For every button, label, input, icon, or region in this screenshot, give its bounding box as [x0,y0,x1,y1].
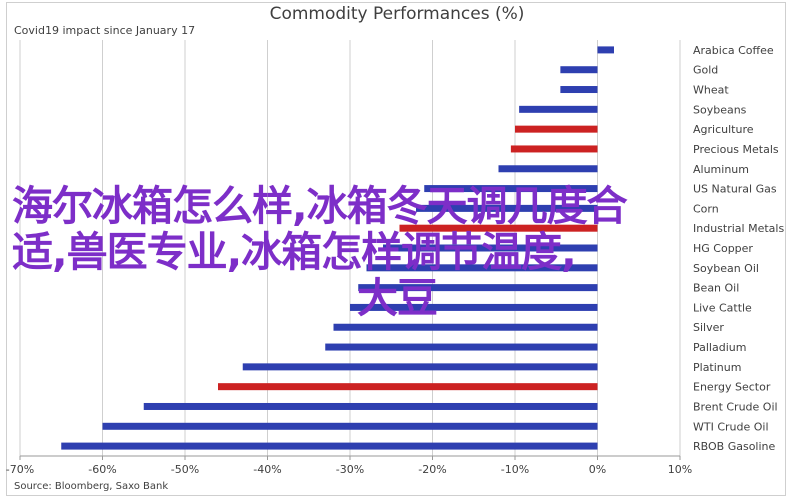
chart-source: Source: Bloomberg, Saxo Bank [14,481,169,492]
bar-14 [333,323,598,331]
x-tick-label-0: -70% [6,463,34,476]
overlay-line-1: 海尔冰箱怎么样,冰箱冬天调几度合 [12,182,628,230]
x-tick-label-4: -30% [336,463,364,476]
overlay-line-3: 大豆 [357,274,438,322]
category-label-6: Aluminum [693,163,749,176]
chart-title: Commodity Performances (%) [269,4,525,24]
x-tick-label-8: 10% [668,463,692,476]
bar-18 [143,402,598,410]
category-label-0: Arabica Coffee [693,44,774,57]
x-tick-label-6: -10% [501,463,529,476]
bar-11 [366,264,598,272]
category-label-5: Precious Metals [693,143,779,156]
bar-20 [61,442,598,450]
bar-8 [416,204,598,212]
overlay-line-2: 适,兽医专业,冰箱怎样调节温度, [12,228,577,276]
bar-12 [358,284,598,292]
category-label-1: Gold [693,64,718,77]
category-label-14: Silver [693,321,724,334]
bar-6 [498,165,598,173]
bar-7 [424,185,598,193]
bar-5 [510,145,598,153]
x-tick-label-3: -40% [253,463,281,476]
bar-2 [560,86,598,94]
bar-16 [242,363,598,371]
bar-10 [383,244,598,252]
chart-frame [6,2,786,496]
category-label-13: Live Cattle [693,301,752,314]
bar-19 [102,422,598,430]
category-label-10: HG Copper [693,242,753,255]
category-label-20: RBOB Gasoline [693,440,776,453]
category-label-18: Brent Crude Oil [693,400,778,413]
x-axis: -70% -60% -50% -40% -30% -20% -10% 0% 10% [6,455,692,476]
x-tick-label-2: -50% [171,463,199,476]
category-label-7: US Natural Gas [693,183,777,196]
overlay-watermark-text: 海尔冰箱怎么样,冰箱冬天调几度合 适,兽医专业,冰箱怎样调节温度, 大豆 [12,183,712,321]
category-label-17: Energy Sector [693,381,771,394]
category-label-15: Palladium [693,341,746,354]
bar-15 [325,343,598,351]
category-label-16: Platinum [693,361,741,374]
bar-3 [519,105,598,113]
x-tick-label-1: -60% [88,463,116,476]
bar-9 [399,224,598,232]
chart-subtitle: Covid19 impact since January 17 [14,24,196,37]
x-tick-label-7: 0% [589,463,606,476]
category-label-12: Bean Oil [693,282,739,295]
bar-13 [350,303,598,311]
category-label-11: Soybean Oil [693,262,759,275]
x-tick-label-5: -20% [418,463,446,476]
bar-0 [597,46,614,54]
bar-17 [218,383,598,391]
bars [61,46,614,450]
bar-4 [515,125,598,133]
category-label-19: WTI Crude Oil [693,420,769,433]
category-label-2: Wheat [693,84,729,97]
category-label-3: Soybeans [693,103,747,116]
bar-1 [560,66,598,74]
category-label-4: Agriculture [693,123,754,136]
category-labels: Arabica Coffee Gold Wheat Soybeans Agricultu… [693,44,784,453]
category-label-9: Industrial Metals [693,222,784,235]
category-label-8: Corn [693,202,719,215]
